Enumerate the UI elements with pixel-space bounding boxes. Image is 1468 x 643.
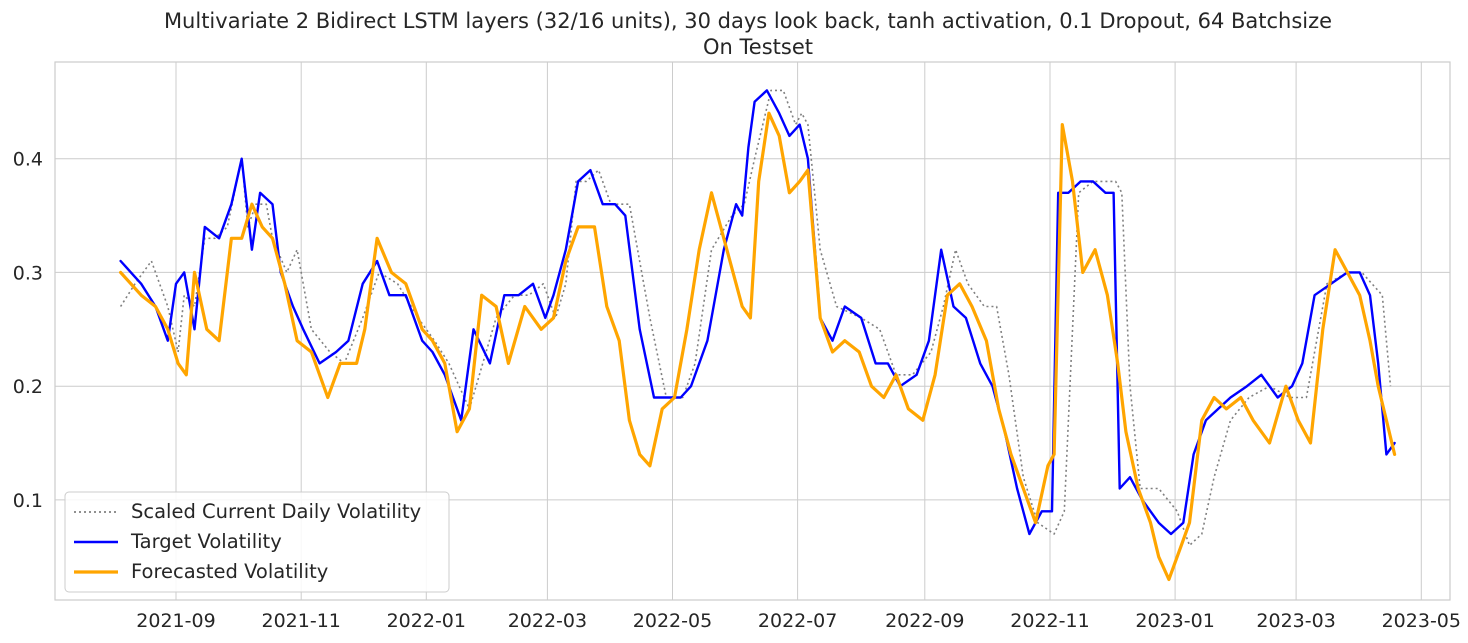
x-tick-label: 2023-05 xyxy=(1382,610,1461,632)
x-tick-label: 2022-11 xyxy=(1010,610,1089,632)
legend-label-scaled-current: Scaled Current Daily Volatility xyxy=(131,500,421,523)
legend: Scaled Current Daily Volatility Target V… xyxy=(64,491,450,593)
x-tick-label: 2022-03 xyxy=(508,610,587,632)
x-tick-label: 2022-09 xyxy=(885,610,964,632)
series-line-target-volatility xyxy=(119,89,1396,536)
y-tick-label: 0.4 xyxy=(13,149,43,171)
legend-box xyxy=(64,491,450,593)
x-tick-label: 2023-03 xyxy=(1256,610,1335,632)
series-line-scaled-current-volatility xyxy=(119,89,1392,547)
x-tick-label: 2021-11 xyxy=(262,610,341,632)
y-tick-label: 0.3 xyxy=(13,262,43,284)
legend-label-forecast: Forecasted Volatility xyxy=(131,560,328,583)
x-tick-label: 2022-05 xyxy=(633,610,712,632)
legend-label-target: Target Volatility xyxy=(130,530,282,553)
x-tick-label: 2022-01 xyxy=(387,610,466,632)
series-line-forecasted-volatility xyxy=(119,111,1397,582)
x-tick-label: 2022-07 xyxy=(758,610,837,632)
x-tick-label: 2021-09 xyxy=(136,610,215,632)
y-tick-label: 0.1 xyxy=(13,490,43,512)
chart-title: Multivariate 2 Bidirect LSTM layers (32/… xyxy=(164,9,1332,33)
y-tick-label: 0.2 xyxy=(13,376,43,398)
tick-labels: 2021-09 2021-11 2022-01 2022-03 2022-05 2022-… xyxy=(13,149,1461,632)
chart-subtitle: On Testset xyxy=(703,35,813,59)
series-layer xyxy=(119,89,1397,582)
x-tick-label: 2023-01 xyxy=(1135,610,1214,632)
